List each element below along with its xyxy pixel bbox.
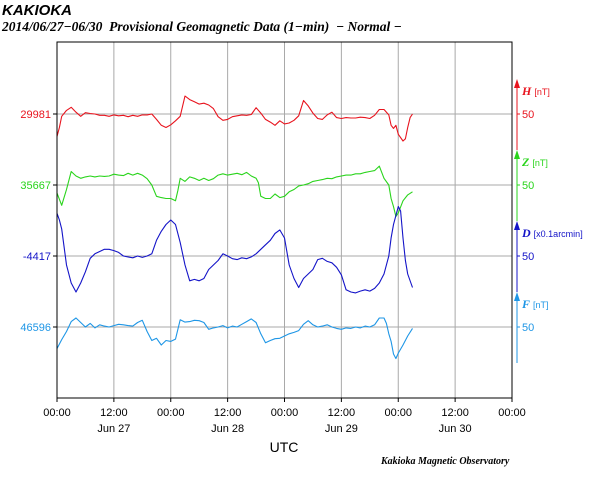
scale-value-f: 50	[522, 322, 534, 334]
observatory-credit: Kakioka Magnetic Observatory	[381, 456, 510, 467]
scale-legend: H [nT] 50 Z [nT] 50 D [x0.1arcmin] 50 F [nT] 50	[514, 79, 583, 363]
series-name-z: Z [nT]	[521, 155, 548, 169]
baseline-label-z: 35667	[20, 180, 51, 192]
day-label: Jun 27	[97, 423, 130, 435]
x-tick-label: 00:00	[384, 407, 412, 419]
series-line-f	[56, 317, 413, 360]
scale-value-h: 50	[522, 109, 534, 121]
day-label: Jun 30	[439, 423, 472, 435]
up-arrow-icon	[514, 221, 520, 230]
baseline-label-f: 46596	[20, 322, 51, 334]
x-tick-label: 00:00	[498, 407, 526, 419]
x-tick-label: 00:00	[157, 407, 185, 419]
series-line-z	[56, 165, 413, 218]
scale-value-z: 50	[522, 180, 534, 192]
x-tick-label: 00:00	[271, 407, 299, 419]
series-name-f: F [nT]	[521, 297, 549, 311]
series-line-d	[56, 205, 414, 294]
scale-bar-h: H [nT] 50	[514, 79, 550, 150]
x-tick-label: 12:00	[100, 407, 128, 419]
station-title: KAKIOKA	[2, 2, 72, 19]
x-tick-label: 12:00	[328, 407, 356, 419]
day-label: Jun 28	[211, 423, 244, 435]
x-axis-ticks: 00:00 12:00 00:00 12:00 00:00 12:00 00:00 12:00…	[43, 398, 526, 435]
baseline-labels: 29981 35667 -4417 46596	[20, 109, 57, 334]
series-line-h	[56, 95, 413, 142]
x-tick-label: 00:00	[43, 407, 71, 419]
x-tick-label: 12:00	[441, 407, 469, 419]
scale-bar-f: F [nT] 50	[514, 292, 549, 363]
day-label: Jun 29	[325, 423, 358, 435]
x-axis-title: UTC	[270, 439, 299, 455]
scale-bar-d: D [x0.1arcmin] 50	[514, 221, 583, 292]
series-name-h: H [nT]	[521, 84, 550, 98]
scale-value-d: 50	[522, 251, 534, 263]
up-arrow-icon	[514, 292, 520, 301]
grid-lines	[57, 42, 512, 398]
baseline-label-h: 29981	[20, 109, 51, 121]
series-lines	[56, 95, 414, 360]
baseline-label-d: -4417	[23, 251, 51, 263]
x-tick-label: 12:00	[214, 407, 242, 419]
figure-subtitle: 2014/06/27−06/30 Provisional Geomagnetic…	[2, 19, 402, 34]
up-arrow-icon	[514, 79, 520, 88]
scale-bar-z: Z [nT] 50	[514, 150, 548, 221]
up-arrow-icon	[514, 150, 520, 159]
series-name-d: D [x0.1arcmin]	[521, 226, 583, 240]
